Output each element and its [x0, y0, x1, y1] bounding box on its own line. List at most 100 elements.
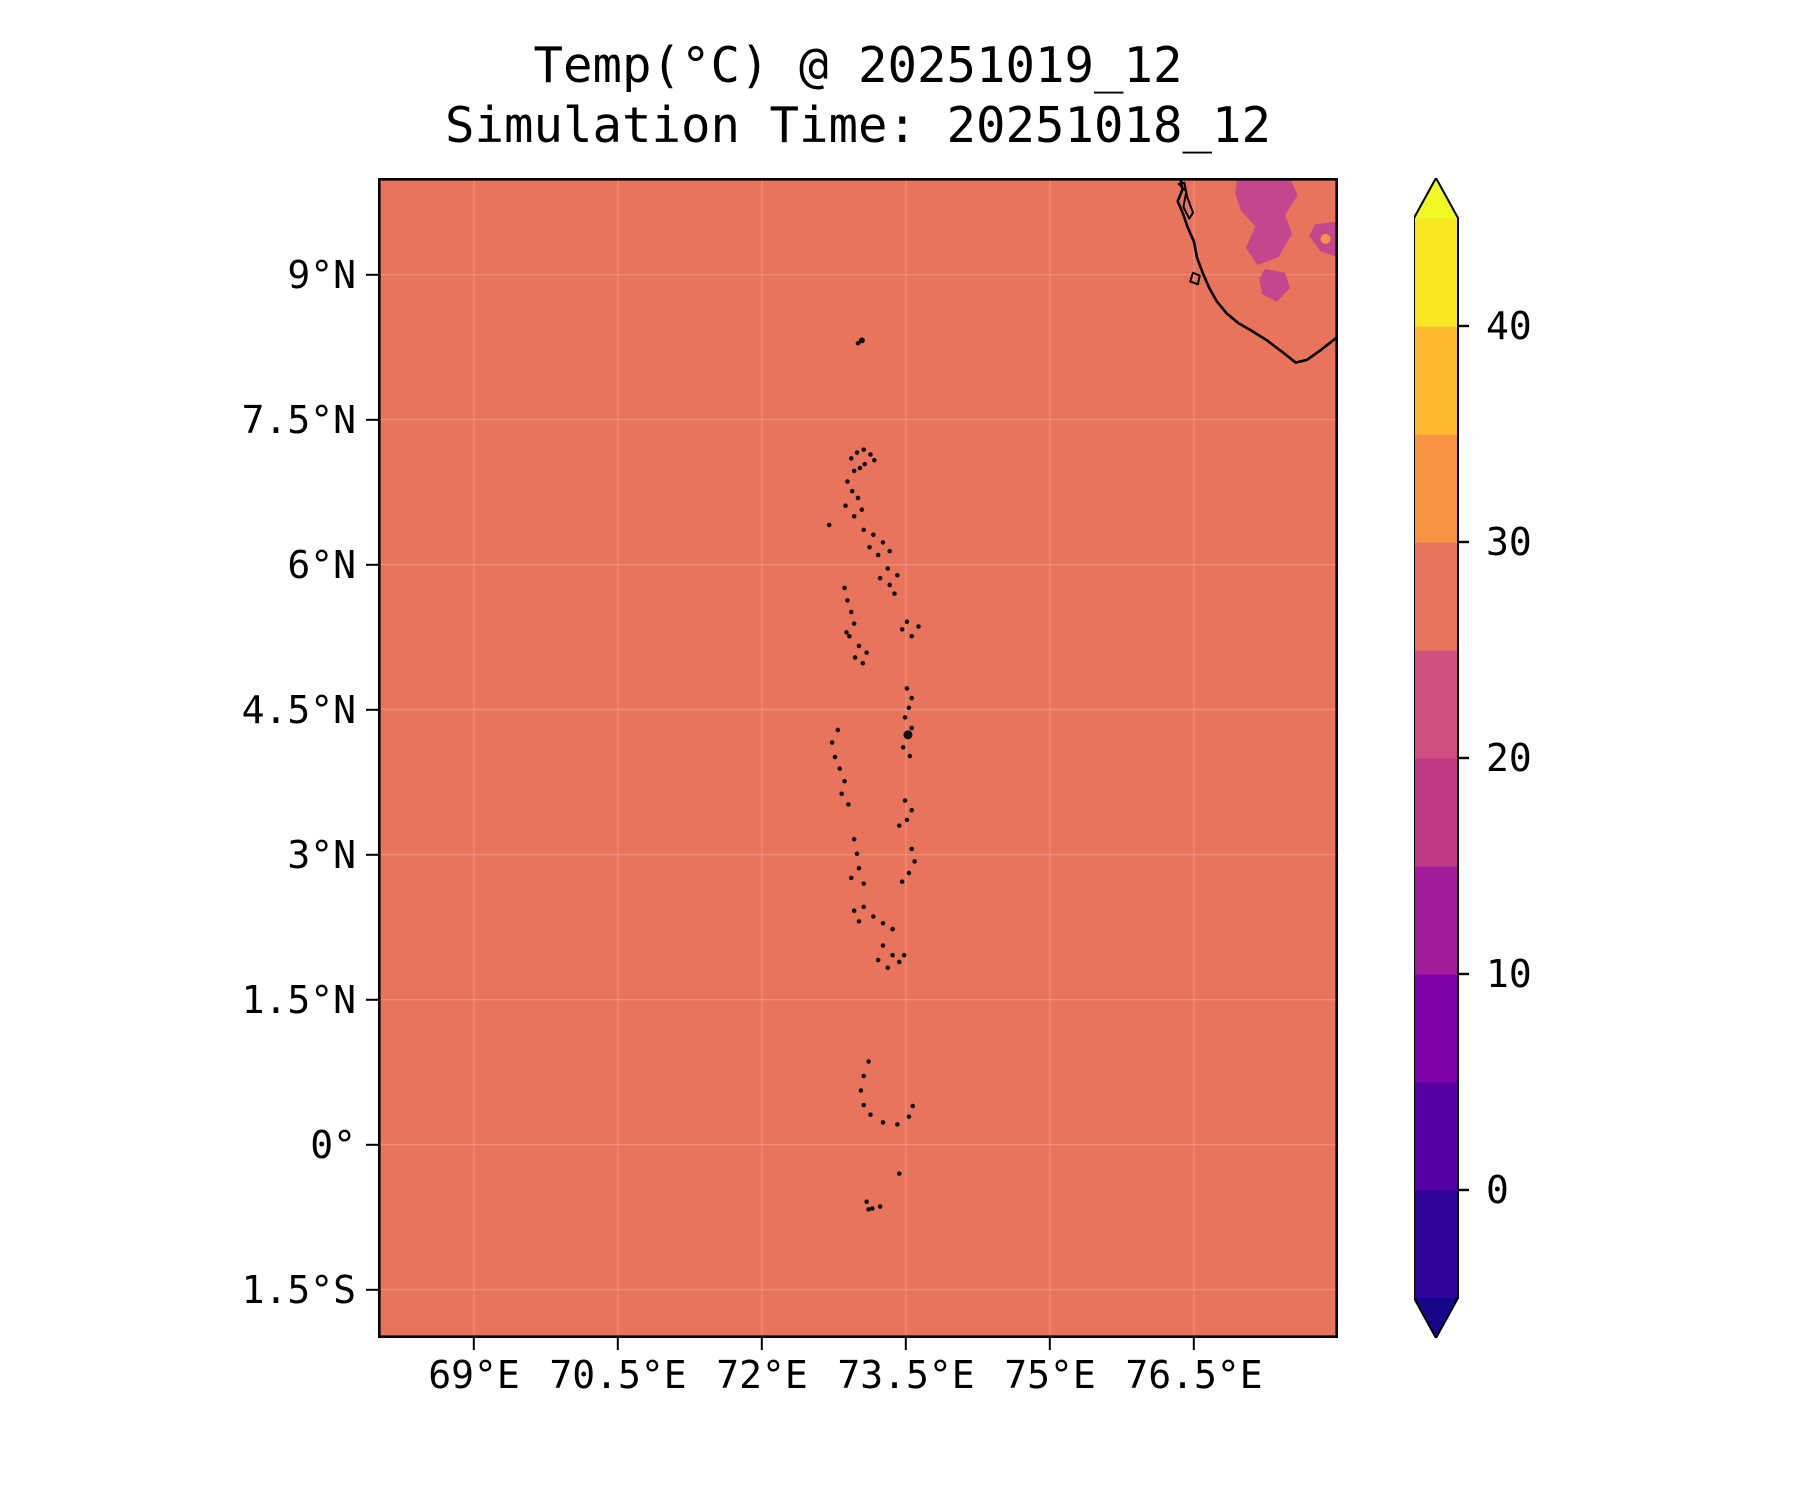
island-point — [880, 540, 886, 545]
island-point — [870, 1206, 875, 1211]
island-point — [871, 532, 876, 537]
island-point — [861, 881, 867, 886]
x-tick-label: 69°E — [428, 1353, 520, 1397]
island-point — [912, 859, 917, 864]
y-tick-label: 4.5°N — [241, 687, 356, 732]
colorbar-band — [1414, 542, 1458, 651]
y-tick-mark — [366, 1288, 378, 1291]
island-point — [872, 457, 877, 463]
island-point — [880, 943, 886, 948]
colorbar-band — [1414, 1082, 1458, 1191]
island-point — [856, 643, 862, 649]
island-point — [857, 465, 863, 471]
island-point — [858, 337, 865, 344]
island-point — [899, 879, 905, 885]
x-tick-label: 76.5°E — [1125, 1353, 1263, 1397]
island-point — [866, 1207, 871, 1212]
island-point — [909, 846, 915, 852]
colorbar-band — [1414, 866, 1458, 975]
x-tick-mark — [616, 1338, 620, 1350]
colorbar-band — [1414, 1190, 1458, 1299]
island-point — [851, 621, 857, 626]
x-tick-mark — [760, 1338, 764, 1350]
island-point — [902, 798, 908, 803]
plot-area — [378, 178, 1338, 1338]
island-point — [871, 914, 876, 919]
plot-border — [378, 178, 1338, 1338]
y-tick-label: 1.5°N — [241, 977, 356, 1022]
island-point — [880, 1120, 886, 1125]
colorbar-under-arrow — [1414, 1298, 1458, 1338]
island-point — [851, 514, 857, 519]
island-point — [864, 650, 869, 655]
island-point — [885, 566, 891, 571]
island-point — [854, 851, 860, 856]
island-point — [899, 627, 905, 632]
island-point — [895, 1122, 900, 1127]
y-tick-label: 6°N — [287, 542, 356, 587]
island-point — [858, 1088, 864, 1093]
island-point — [860, 660, 866, 666]
x-tick-label: 72°E — [716, 1353, 808, 1397]
island-point — [895, 573, 900, 578]
island-point — [887, 548, 892, 554]
island-point — [909, 807, 915, 813]
colorbar-band — [1414, 974, 1458, 1083]
x-tick-label: 75°E — [1004, 1353, 1096, 1397]
colorbar-tick-label: 0 — [1486, 1168, 1509, 1212]
land-temp-patch — [1259, 268, 1290, 302]
island-point — [851, 836, 857, 842]
land-temp-patch — [1235, 178, 1298, 265]
colorbar-tick-label: 30 — [1486, 520, 1532, 564]
coastline — [1176, 178, 1338, 364]
y-tick-label: 7.5°N — [241, 397, 356, 442]
island-point — [862, 461, 868, 467]
island-point — [856, 919, 862, 924]
island-point — [890, 952, 895, 958]
island-point — [875, 957, 881, 963]
island-point — [866, 1059, 871, 1064]
x-tick-mark — [1192, 1338, 1196, 1350]
island-point — [851, 908, 857, 914]
island-point — [826, 522, 832, 528]
island-point — [861, 1102, 867, 1108]
island-point — [837, 766, 843, 771]
island-point — [909, 695, 915, 701]
colorbar-band — [1414, 434, 1458, 543]
island-point — [867, 544, 872, 550]
island-point — [839, 791, 844, 797]
y-tick-label: 1.5°S — [241, 1267, 356, 1312]
island-point — [851, 468, 857, 474]
island-point — [845, 479, 850, 484]
island-point — [875, 552, 881, 558]
island-point — [852, 655, 858, 660]
island-point — [845, 598, 850, 603]
island-point — [848, 609, 854, 615]
island-point — [877, 575, 883, 581]
island-point — [835, 727, 841, 733]
island-point — [842, 585, 847, 591]
map-svg — [378, 178, 1338, 1338]
island-point — [909, 725, 915, 731]
colorbar-svg — [1413, 175, 1469, 1341]
island-point — [861, 447, 867, 452]
island-point — [892, 591, 897, 596]
island-point — [868, 1112, 873, 1117]
y-tick-mark — [366, 1143, 378, 1146]
y-tick-label: 9°N — [287, 252, 356, 297]
island-point — [885, 965, 891, 971]
colorbar-over-arrow — [1414, 178, 1458, 218]
island-point — [900, 745, 906, 750]
island-point — [896, 959, 902, 965]
island-point — [909, 633, 915, 639]
island-point — [843, 503, 848, 509]
lake-outline — [1177, 181, 1195, 220]
island-point — [907, 753, 913, 759]
island-point — [849, 488, 855, 494]
y-tick-mark — [366, 418, 378, 421]
island-point — [832, 754, 838, 760]
y-tick-mark — [366, 708, 378, 711]
island-point — [896, 1171, 902, 1176]
island-point — [880, 921, 886, 926]
